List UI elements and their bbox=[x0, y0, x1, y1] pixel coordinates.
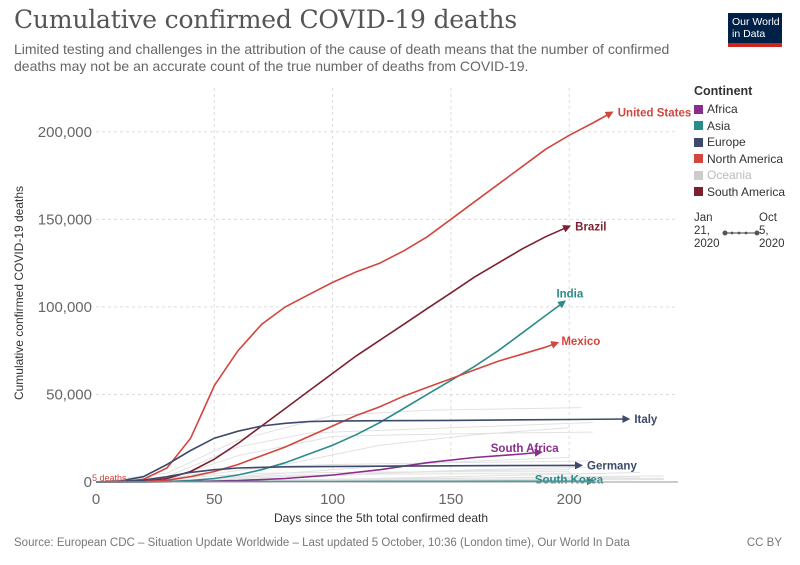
legend-label: Africa bbox=[707, 102, 738, 117]
start-annotation: 5 deaths bbox=[92, 473, 127, 483]
series-label[interactable]: South Korea bbox=[535, 474, 604, 486]
legend-item-europe[interactable]: Europe bbox=[694, 134, 794, 151]
series-line-italy[interactable] bbox=[95, 415, 631, 483]
series-label[interactable]: United States bbox=[618, 108, 692, 120]
x-tick-label: 150 bbox=[438, 491, 463, 508]
chart-title: Cumulative confirmed COVID-19 deaths bbox=[14, 5, 517, 34]
y-tick-label: 200,000 bbox=[38, 124, 92, 141]
legend-label: Europe bbox=[707, 135, 746, 150]
series-line-united-states[interactable] bbox=[95, 111, 614, 483]
owid-logo[interactable]: Our World in Data bbox=[728, 13, 782, 47]
logo-line-2: in Data bbox=[732, 28, 766, 40]
timeline-start-day: 21, bbox=[694, 225, 710, 237]
timeline-end-year: 2020 bbox=[759, 238, 785, 250]
timeline-end-label: Oct 5, 2020 bbox=[759, 212, 785, 251]
timeline-slider[interactable]: Jan 21, 2020 Oct 5, 2020 bbox=[694, 212, 794, 262]
legend-swatch bbox=[694, 170, 703, 180]
legend-swatch bbox=[694, 104, 703, 114]
legend-label: South America bbox=[707, 184, 786, 199]
legend-item-north-america[interactable]: North America bbox=[694, 151, 794, 168]
series-label[interactable]: India bbox=[556, 289, 583, 301]
legend-swatch bbox=[694, 121, 703, 131]
legend: Continent Africa Asia Europe North America O… bbox=[694, 84, 794, 200]
timeline-end-handle[interactable] bbox=[754, 230, 760, 236]
legend-title: Continent bbox=[694, 84, 753, 98]
y-axis-title: Cumulative confirmed COVID-19 deaths bbox=[12, 186, 26, 400]
series-label[interactable]: Germany bbox=[587, 460, 637, 472]
series-label[interactable]: Italy bbox=[634, 414, 658, 426]
y-tick-label: 0 bbox=[84, 474, 92, 491]
x-tick-label: 100 bbox=[320, 491, 345, 508]
timeline-start-handle[interactable] bbox=[722, 230, 728, 236]
series-label[interactable]: Mexico bbox=[561, 336, 600, 348]
timeline-end-month: Oct bbox=[759, 212, 777, 224]
timeline-start-year: 2020 bbox=[694, 238, 720, 250]
chart-subtitle: Limited testing and challenges in the at… bbox=[14, 41, 670, 74]
legend-swatch bbox=[694, 137, 703, 147]
x-tick-label: 200 bbox=[557, 491, 582, 508]
source-note: Source: European CDC – Situation Update … bbox=[14, 537, 630, 549]
legend-label: North America bbox=[707, 151, 784, 166]
timeline-track[interactable] bbox=[694, 212, 794, 262]
series-label[interactable]: South Africa bbox=[491, 443, 560, 455]
series-label[interactable]: Brazil bbox=[575, 221, 606, 233]
timeline-start-label: Jan 21, 2020 bbox=[694, 212, 720, 251]
x-tick-label: 0 bbox=[92, 491, 100, 508]
timeline-start-month: Jan bbox=[694, 212, 713, 224]
timeline-end-day: 5, bbox=[759, 225, 769, 237]
legend-item-africa[interactable]: Africa bbox=[694, 101, 794, 118]
legend-swatch bbox=[694, 154, 703, 164]
legend-label: Asia bbox=[707, 118, 731, 133]
legend-swatch bbox=[694, 187, 703, 197]
y-tick-label: 100,000 bbox=[38, 299, 92, 316]
legend-item-asia[interactable]: Asia bbox=[694, 118, 794, 135]
series-line-germany[interactable] bbox=[95, 461, 583, 483]
x-axis-title: Days since the 5th total confirmed death bbox=[274, 511, 488, 525]
y-tick-label: 50,000 bbox=[46, 386, 92, 403]
license-link[interactable]: CC BY bbox=[746, 537, 782, 549]
logo-line-1: Our World bbox=[732, 16, 780, 28]
y-tick-label: 150,000 bbox=[38, 211, 92, 228]
x-tick-label: 50 bbox=[206, 491, 223, 508]
legend-item-oceania[interactable]: Oceania bbox=[694, 167, 794, 184]
series-line-mexico[interactable] bbox=[95, 341, 560, 483]
series-line-brazil[interactable] bbox=[95, 225, 572, 483]
background-series-line bbox=[95, 407, 582, 483]
legend-item-south-america[interactable]: South America bbox=[694, 184, 794, 201]
legend-label: Oceania bbox=[707, 168, 752, 183]
